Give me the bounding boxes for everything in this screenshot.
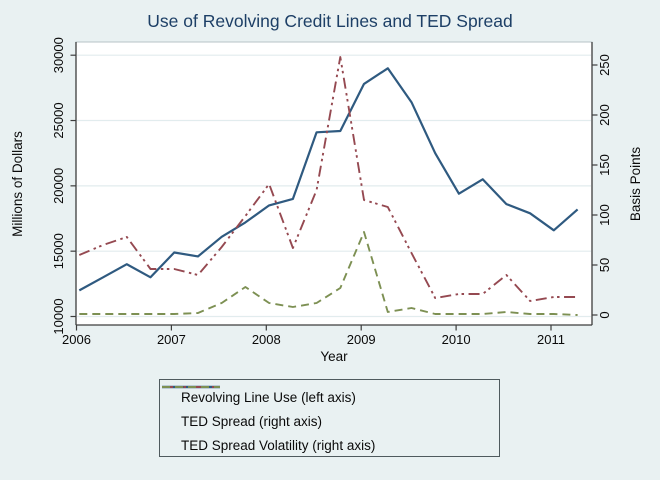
- legend-swatch-ted-spread-volatility: [162, 385, 220, 389]
- left-tick-label: 20000: [51, 168, 66, 204]
- legend-label: TED Spread (right axis): [181, 413, 323, 429]
- legend-item-ted-spread-volatility: TED Spread Volatility (right axis): [162, 385, 499, 457]
- right-tick-label: 100: [597, 204, 612, 226]
- x-tick-label: 2007: [157, 332, 186, 347]
- x-tick-label: 2010: [442, 332, 471, 347]
- right-tick-label: 50: [597, 258, 612, 272]
- series-line-revolving-line-use: [78, 67, 579, 292]
- legend-label: TED Spread Volatility (right axis): [181, 437, 376, 453]
- right-tick-label: 200: [597, 104, 612, 126]
- chart-title: Use of Revolving Credit Lines and TED Sp…: [147, 11, 512, 31]
- legend-item-ted-spread: TED Spread (right axis): [162, 385, 499, 433]
- right-tick-label: 0: [597, 311, 612, 318]
- right-tick-label: 250: [597, 54, 612, 76]
- left-tick-label: 25000: [51, 102, 66, 138]
- legend: Revolving Line Use (left axis) TED Sprea…: [159, 379, 500, 457]
- y-axis-title-left: Millions of Dollars: [10, 131, 25, 237]
- x-tick-label: 2009: [347, 332, 376, 347]
- x-tick-label: 2011: [537, 332, 565, 347]
- left-tick-label: 15000: [51, 233, 66, 269]
- legend-label: Revolving Line Use (left axis): [181, 389, 356, 405]
- y-axis-title-right: Basis Points: [628, 147, 643, 222]
- series-line-ted-spread: [78, 56, 578, 302]
- series-line-ted-spread-volatility: [79, 231, 578, 316]
- left-tick-label: 30000: [51, 37, 66, 73]
- left-tick-label: 10000: [51, 298, 66, 334]
- plot-area: [75, 41, 593, 326]
- x-tick-label: 2006: [62, 332, 91, 347]
- x-tick-label: 2008: [252, 332, 281, 347]
- right-tick-label: 150: [597, 154, 612, 176]
- x-axis-title: Year: [320, 349, 348, 364]
